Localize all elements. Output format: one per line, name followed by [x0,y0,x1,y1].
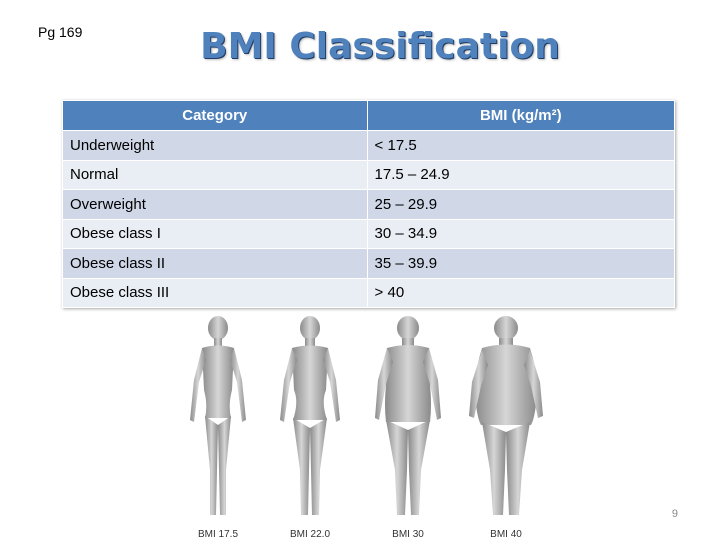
table-row: Obese class I 30 – 34.9 [62,218,676,249]
category-cell: Normal [62,159,368,190]
bmi-range-cell: 17.5 – 24.9 [366,159,676,190]
figure-label: BMI 17.5 [197,529,239,540]
human-figure-icon [190,316,246,515]
human-figure-icon [375,316,441,515]
body-shape-figures: BMI 17.5 BMI 22.0 [160,310,560,540]
figure-label: BMI 30 [392,529,424,540]
slide-number: 9 [671,508,678,520]
table-row: Overweight 25 – 29.9 [62,189,676,220]
table-row: Underweight < 17.5 [62,130,676,161]
slide-title: BMI Classification [200,26,560,67]
column-header-category: Category [62,100,368,131]
human-figure-icon [280,316,340,515]
category-cell: Obese class III [62,277,368,308]
human-figure-icon [469,316,543,515]
bmi-table: Category BMI (kg/m²) Underweight < 17.5 … [62,100,676,308]
bmi-range-cell: 25 – 29.9 [366,189,676,220]
bmi-range-cell: 30 – 34.9 [366,218,676,249]
category-cell: Obese class I [62,218,368,249]
figure-label: BMI 22.0 [289,529,331,540]
body-figure-bmi-40: BMI 40 [456,310,556,540]
category-cell: Overweight [62,189,368,220]
body-figure-bmi-22: BMI 22.0 [260,310,360,540]
category-cell: Obese class II [62,248,368,279]
bmi-range-cell: > 40 [366,277,676,308]
page-reference: Pg 169 [38,24,83,40]
figure-label: BMI 40 [490,529,522,540]
table-row: Normal 17.5 – 24.9 [62,159,676,190]
table-header-row: Category BMI (kg/m²) [62,100,676,131]
table-row: Obese class II 35 – 39.9 [62,248,676,279]
category-cell: Underweight [62,130,368,161]
body-figure-bmi-30: BMI 30 [358,310,458,540]
bmi-range-cell: 35 – 39.9 [366,248,676,279]
bmi-range-cell: < 17.5 [366,130,676,161]
table-row: Obese class III > 40 [62,277,676,308]
column-header-bmi: BMI (kg/m²) [366,100,676,131]
body-figure-bmi-17-5: BMI 17.5 [168,310,268,540]
